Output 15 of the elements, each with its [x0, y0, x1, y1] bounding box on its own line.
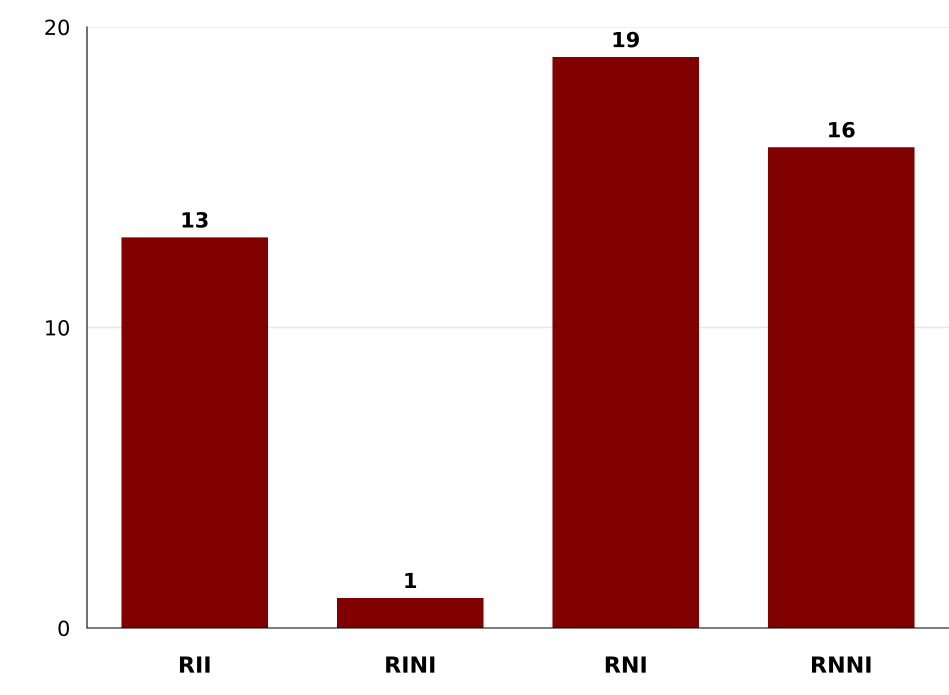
data-label: 16	[829, 122, 855, 138]
data-label: 1	[405, 572, 416, 588]
bar	[552, 57, 700, 628]
y-tick-label: 10	[46, 320, 69, 336]
data-label: 13	[182, 212, 208, 228]
y-tick-label: 20	[45, 19, 69, 36]
data-label: 19	[614, 32, 639, 48]
x-tick-label: RINI	[386, 656, 434, 673]
y-tick-label: 0	[58, 620, 69, 636]
x-tick-label: RNNI	[812, 656, 870, 673]
bar	[121, 237, 268, 628]
x-tick-label: RNI	[606, 656, 646, 673]
bar	[768, 147, 915, 628]
x-tick-label: RII	[180, 656, 210, 673]
bar	[336, 598, 484, 628]
